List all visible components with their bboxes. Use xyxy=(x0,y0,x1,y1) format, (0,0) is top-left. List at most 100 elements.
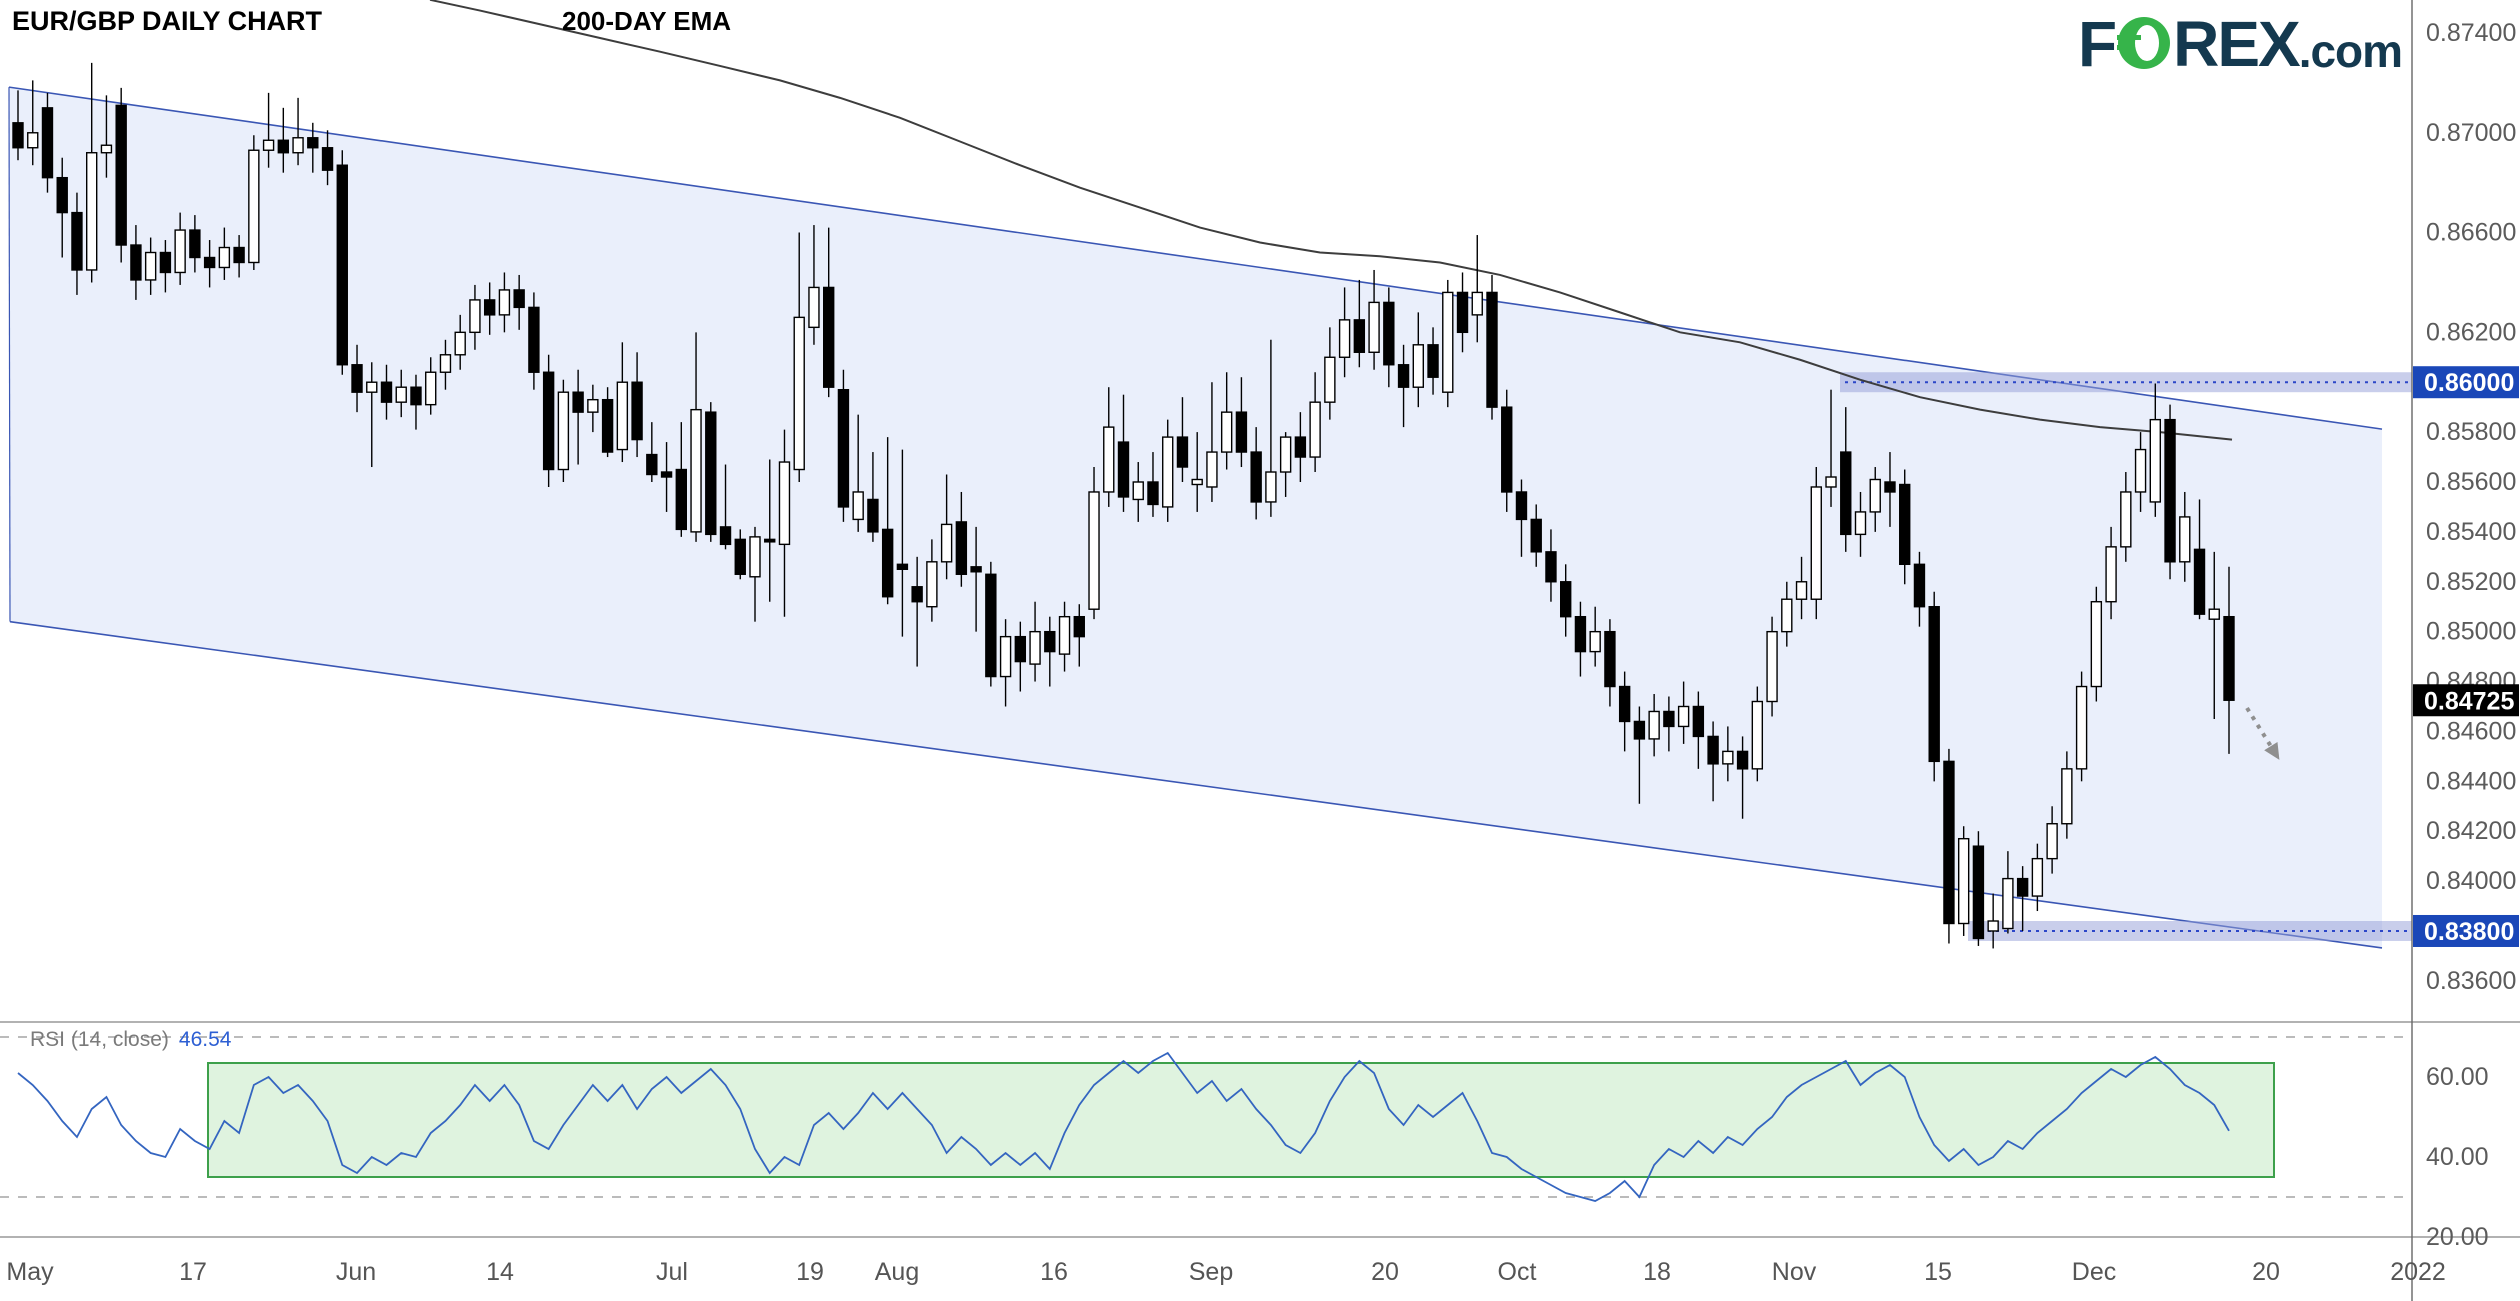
candle-body xyxy=(12,122,24,149)
logo-dot-com: .com xyxy=(2298,25,2403,77)
projection-arrow-shaft xyxy=(2245,706,2274,750)
candle-body xyxy=(1044,630,1056,653)
candle-body xyxy=(808,286,820,329)
candle-body xyxy=(2090,601,2103,688)
candle-body xyxy=(601,398,614,453)
price-badge-0.86000: 0.86000 xyxy=(2424,369,2514,397)
candle-body xyxy=(469,299,481,334)
candle-body xyxy=(631,381,643,441)
candle-body xyxy=(1663,710,1675,728)
candle-body xyxy=(2223,615,2235,701)
price-tick-0.86200: 0.86200 xyxy=(2426,318,2516,346)
candle-body xyxy=(999,635,1012,678)
price-badge-bg-0.83800 xyxy=(2413,914,2519,947)
price-tick-0.83600: 0.83600 xyxy=(2426,967,2516,995)
candle-body xyxy=(1604,630,1616,688)
candle-body xyxy=(1442,291,1454,393)
candle-body xyxy=(115,104,127,246)
candle-body xyxy=(1840,451,1852,536)
candle-body xyxy=(749,536,761,578)
candle-body xyxy=(896,563,909,570)
candle-body xyxy=(793,316,805,471)
candle-body xyxy=(985,573,997,678)
candle-body xyxy=(1456,291,1469,334)
candle-body xyxy=(248,149,260,264)
candle-body xyxy=(616,381,629,451)
candle-body xyxy=(1530,518,1542,553)
candle-body xyxy=(690,408,702,533)
candle-body xyxy=(1825,476,1837,488)
rsi-tick-40.00: 40.00 xyxy=(2426,1143,2489,1171)
candle-body xyxy=(2046,823,2058,860)
candle-body xyxy=(1943,760,1955,925)
candle-body xyxy=(1869,478,1881,513)
price-tick-0.84400: 0.84400 xyxy=(2426,767,2516,795)
logo-letter-f: F xyxy=(2078,8,2117,80)
candle-body xyxy=(2208,608,2220,620)
candle-body xyxy=(1353,319,1366,353)
candle-body xyxy=(2016,877,2029,897)
x-axis-label-14: 14 xyxy=(486,1258,514,1286)
candle-body xyxy=(439,354,452,373)
candle-body xyxy=(1633,720,1646,740)
candle-body xyxy=(1029,630,1041,665)
candle-body xyxy=(1324,356,1336,403)
price-badge-bg-0.84725 xyxy=(2413,684,2519,717)
candle-body xyxy=(1471,291,1483,316)
logo-letters-rex: REX xyxy=(2173,8,2301,80)
candle-body xyxy=(513,289,525,309)
candle-body xyxy=(1250,451,1262,503)
x-axis-label-Oct: Oct xyxy=(1498,1258,1537,1286)
candle-body xyxy=(144,251,157,281)
candle-body xyxy=(2149,418,2162,503)
candle-body xyxy=(454,331,466,356)
price-badge-0.84725: 0.84725 xyxy=(2424,687,2514,715)
candle-body xyxy=(1103,426,1115,493)
candle-body xyxy=(85,152,98,271)
chart-title: EUR/GBP DAILY CHART xyxy=(12,6,323,36)
price-tick-0.85800: 0.85800 xyxy=(2426,418,2516,446)
candle-body xyxy=(2193,548,2206,615)
candle-body xyxy=(2061,768,2073,825)
candle-body xyxy=(1501,406,1513,493)
ema-line xyxy=(429,0,2233,441)
candle-body xyxy=(1677,705,1690,728)
candle-body xyxy=(587,398,599,413)
candle-body xyxy=(1854,511,1867,536)
rsi-line xyxy=(17,1051,2230,1202)
candle-body xyxy=(1294,436,1307,458)
candle-body xyxy=(1618,685,1631,723)
candle-body xyxy=(262,139,275,151)
price-tick-0.84000: 0.84000 xyxy=(2426,867,2516,895)
candle-body xyxy=(542,371,555,471)
candle-body xyxy=(1987,920,1999,932)
price-tick-0.85400: 0.85400 xyxy=(2426,518,2516,546)
x-axis-label-Sep: Sep xyxy=(1189,1258,1233,1286)
candle-body xyxy=(1707,735,1719,765)
price-tick-0.86600: 0.86600 xyxy=(2426,219,2516,247)
candle-body xyxy=(1220,411,1233,453)
candle-body xyxy=(646,453,658,476)
x-axis-label-Jul: Jul xyxy=(656,1258,688,1286)
rsi-indicator-label: RSI (14, close) 46.54 xyxy=(30,1028,231,1052)
candle-body xyxy=(1648,710,1660,740)
candle-body xyxy=(218,246,231,269)
candle-body xyxy=(1088,491,1100,610)
candle-body xyxy=(395,386,407,403)
forex-com-logo: F REX .com xyxy=(2078,8,2403,80)
candle-body xyxy=(881,528,894,598)
candle-body xyxy=(2002,877,2014,930)
candle-body xyxy=(1309,401,1321,458)
candle-body xyxy=(2134,448,2147,493)
rsi-tick-20.00: 20.00 xyxy=(2426,1223,2489,1251)
candle-body xyxy=(1722,750,1734,765)
candle-body xyxy=(2105,546,2117,603)
price-badge-bg-0.86000 xyxy=(2413,366,2519,399)
trend-channel-left-edge xyxy=(8,87,11,622)
price-tick-0.84600: 0.84600 xyxy=(2426,717,2516,745)
x-axis-label-16: 16 xyxy=(1040,1258,1068,1286)
candle-body xyxy=(852,491,864,521)
candle-body xyxy=(1279,436,1292,473)
candle-body xyxy=(1338,319,1351,358)
candle-body xyxy=(1810,486,1822,600)
